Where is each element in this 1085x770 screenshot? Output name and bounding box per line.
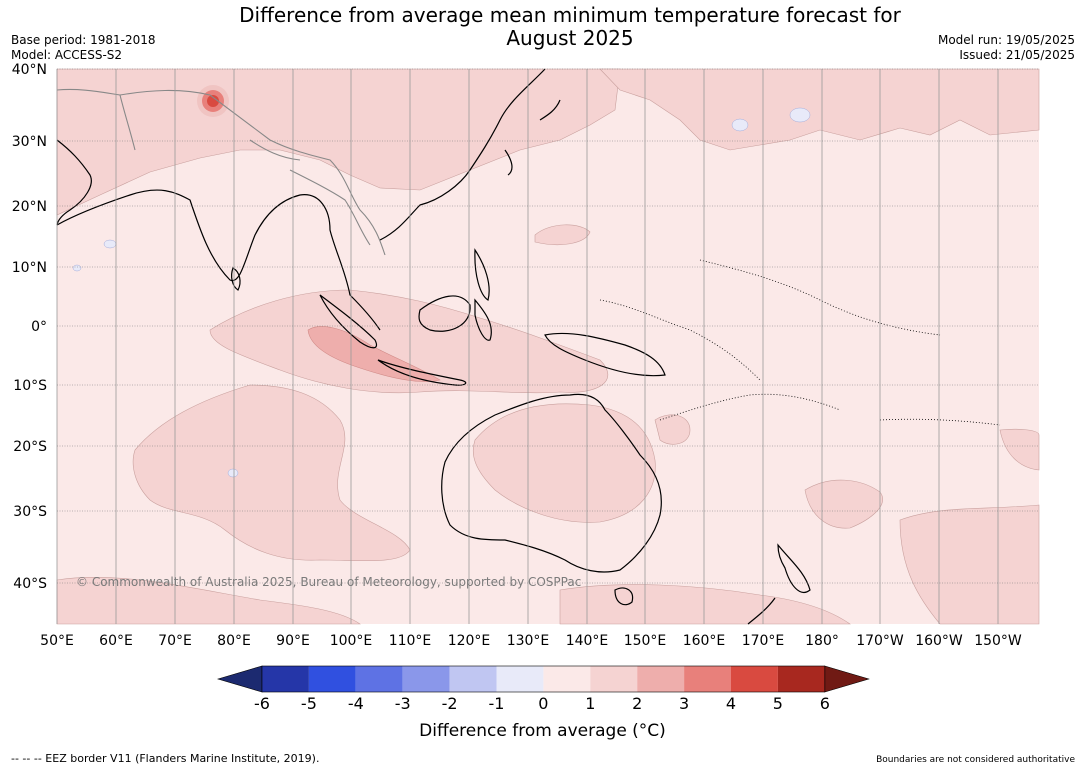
zone-south-pacific	[899, 504, 1040, 625]
latitude-label: 0°	[31, 319, 47, 335]
anomaly-hotspot	[197, 85, 229, 117]
latitude-label: 10°S	[13, 378, 47, 394]
coast-sulawesi	[474, 298, 492, 341]
colorbar-extend-high	[824, 665, 870, 693]
coast-new-guinea	[544, 332, 666, 377]
longitude-label: 140°E	[566, 633, 609, 649]
latitude-gridlines	[57, 68, 1039, 584]
colorbar-ticks: -6 -5 -4 -3 -2 -1 0 1 2 3 4 5 6	[0, 694, 1085, 714]
longitude-label: 50°E	[40, 633, 74, 649]
longitude-label: 110°E	[389, 633, 432, 649]
zone-north-pacific	[599, 68, 1040, 151]
coast-china	[379, 68, 546, 241]
coast-sumatra	[319, 294, 378, 349]
colorbar-tick-label: -1	[488, 694, 505, 713]
longitude-label: 160°W	[915, 633, 963, 649]
zone-coral-sea	[654, 414, 691, 445]
longitude-label: 150°E	[624, 633, 667, 649]
longitude-labels: 50°E 60°E 70°E 80°E 90°E 100°E 110°E 120°E 130°E…	[40, 633, 1022, 649]
longitude-label: 130°E	[507, 633, 550, 649]
anomaly-negative-spots	[72, 107, 811, 478]
colorbar-label: Difference from average (°C)	[419, 721, 666, 741]
colorbar-segment	[684, 666, 731, 692]
model-run-date: Model run: 19/05/2025	[937, 33, 1075, 47]
colorbar-segment	[637, 666, 685, 692]
colorbar-segment	[308, 666, 356, 692]
longitude-label: 170°E	[742, 633, 785, 649]
latitude-label: 10°N	[12, 260, 47, 276]
latitude-labels: 40°N 30°N 20°N 10°N 0° 10°S 20°S 30°S 40°S	[12, 62, 47, 592]
coast-borneo	[418, 295, 471, 332]
colorbar-segment	[355, 666, 403, 692]
coast-australia	[441, 393, 662, 573]
colorbar-segment	[731, 666, 778, 692]
colorbar-tick-label: -6	[254, 694, 270, 713]
latitude-label: 20°S	[13, 439, 47, 455]
run-info: Model run: 19/05/2025 Issued: 21/05/2025	[938, 33, 1075, 63]
coast-sri-lanka	[231, 267, 241, 291]
colorbar-tick-label: -2	[441, 694, 458, 713]
longitude-gridlines	[56, 69, 999, 624]
coastlines	[56, 68, 811, 625]
longitude-label: 160°E	[683, 633, 726, 649]
colorbar-segment	[496, 666, 544, 692]
colorbar-tick-label: 1	[585, 694, 596, 713]
colorbar-tick-label: -3	[394, 694, 411, 713]
zone-south-indian-ocean	[132, 384, 411, 562]
longitude-label: 90°E	[276, 633, 310, 649]
coast-tasmania	[614, 587, 634, 606]
colorbar-tick-label: 5	[772, 694, 783, 713]
coast-arabia-india	[56, 189, 381, 331]
longitude-label: 60°E	[99, 633, 133, 649]
colorbar-segment	[402, 666, 450, 692]
colorbar-segment	[262, 666, 309, 692]
zone-indian-ocean-equatorial	[209, 289, 609, 394]
colorbar-tick-label: -4	[347, 694, 364, 713]
latitude-label: 30°N	[12, 134, 47, 150]
coast-arabia-west	[56, 139, 92, 226]
map-title: Difference from average mean minimum tem…	[239, 3, 901, 50]
zone-philippine-sea	[534, 224, 591, 246]
longitude-label: 120°E	[448, 633, 491, 649]
longitude-label: 100°E	[330, 633, 373, 649]
country-borders	[56, 88, 386, 256]
latitude-label: 40°N	[12, 62, 47, 78]
model-info: Base period: 1981-2018 Model: ACCESS-S2	[11, 33, 156, 63]
colorbar-tick-label: 2	[632, 694, 643, 713]
eez-borders	[599, 259, 1001, 426]
longitude-label: 80°E	[217, 633, 251, 649]
colorbar-tick-label: 6	[819, 694, 830, 713]
issued-date: Issued: 21/05/2025	[959, 48, 1075, 62]
colorbar-segment	[543, 666, 591, 692]
coast-philippines	[474, 248, 490, 301]
colorbar-tick-label: 3	[679, 694, 690, 713]
colorbar	[216, 665, 870, 693]
latitude-label: 40°S	[13, 576, 47, 592]
colorbar-segment	[777, 666, 825, 692]
latitude-label: 20°N	[12, 199, 47, 215]
model-name: Model: ACCESS-S2	[11, 48, 123, 62]
zone-australia	[472, 403, 656, 523]
colorbar-segment	[449, 666, 497, 692]
colorbar-tick-label: 0	[538, 694, 549, 713]
colorbar-extend-low	[216, 665, 263, 693]
longitude-label: 180°	[805, 633, 839, 649]
longitude-label: 70°E	[158, 633, 192, 649]
longitude-label: 150°W	[974, 633, 1022, 649]
zone-far-south	[56, 576, 361, 625]
colorbar-tick-label: 4	[725, 694, 737, 713]
colorbar-segment	[590, 666, 638, 692]
eez-legend: -- -- -- EEZ border V11 (Flanders Marine…	[11, 752, 320, 765]
latitude-label: 30°S	[13, 504, 47, 520]
colorbar-outline	[261, 665, 826, 693]
base-period: Base period: 1981-2018	[11, 33, 156, 47]
longitude-label: 170°W	[856, 633, 904, 649]
colorbar-tick-label: -5	[300, 694, 317, 713]
coast-japan-taiwan	[504, 99, 561, 176]
copyright-text: © Commonwealth of Australia 2025, Bureau…	[76, 575, 581, 589]
zone-east-pacific	[999, 428, 1040, 471]
boundaries-disclaimer: Boundaries are not considered authoritat…	[876, 755, 1075, 765]
